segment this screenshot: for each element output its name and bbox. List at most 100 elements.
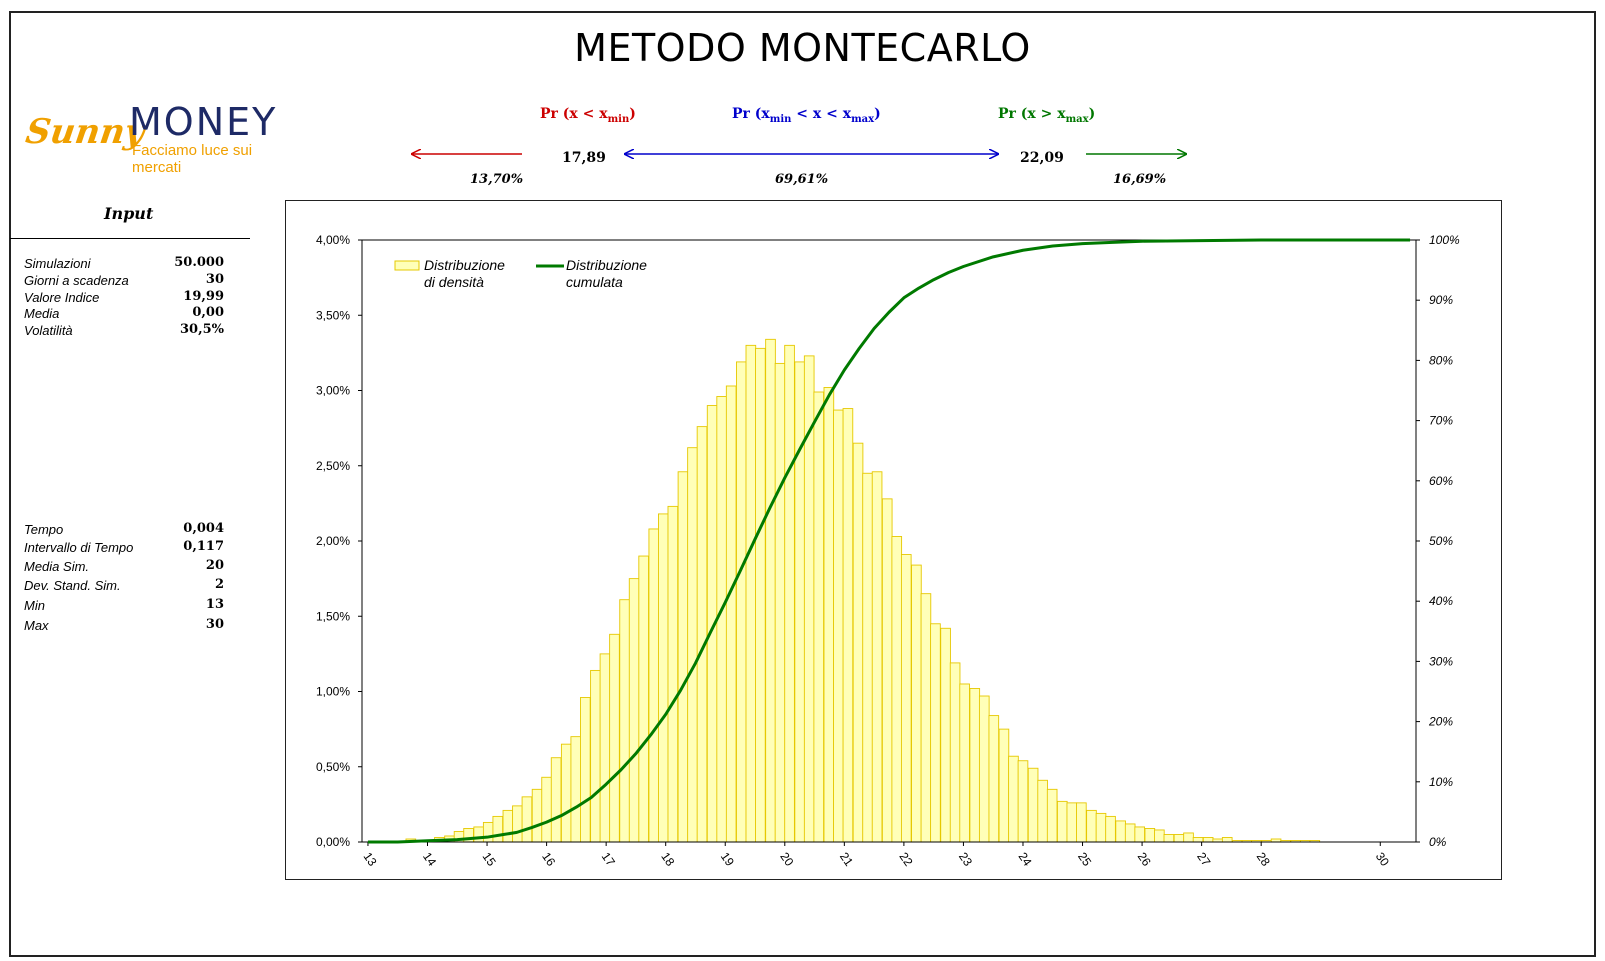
- density-bar: [1202, 837, 1214, 843]
- density-bar: [891, 536, 903, 843]
- density-bar: [521, 796, 533, 843]
- input-param-row: Valore Indice 19,99: [24, 289, 224, 307]
- logo-tagline: Facciamo luce sui mercati: [132, 142, 253, 176]
- input-param-label: Tempo: [24, 522, 64, 537]
- legend-cumulative-label: Distribuzione: [566, 257, 647, 273]
- density-bar: [988, 715, 1000, 843]
- input-param-row: Tempo 0,004: [24, 521, 224, 539]
- chart-frame: [285, 200, 1502, 880]
- density-bar: [1076, 802, 1087, 843]
- prob-mid-prefix: Pr (x: [732, 106, 770, 122]
- legend-density-swatch: [394, 260, 420, 271]
- density-bar: [736, 361, 747, 843]
- input-param-label: Simulazioni: [24, 256, 91, 271]
- prob-mid-label: Pr (xmin < x < xmax): [732, 106, 881, 125]
- density-bar: [755, 347, 766, 843]
- y2-tick-label: 70%: [1429, 414, 1453, 428]
- density-bar: [1095, 812, 1107, 843]
- x-tick-label: 17: [599, 850, 618, 869]
- y2-tick-label: 100%: [1429, 233, 1460, 247]
- density-bar: [823, 387, 835, 843]
- density-bar: [658, 513, 669, 843]
- y-tick-label: 0,00%: [316, 835, 350, 849]
- x-tick-label: 19: [718, 850, 737, 869]
- input-param-value: 0,004: [183, 521, 224, 536]
- prob-mid-middle: < x < x: [791, 106, 852, 122]
- input-param-label: Volatilità: [24, 323, 73, 338]
- input-param-row: Media Sim. 20: [24, 558, 224, 576]
- input-param-value: 30,5%: [179, 322, 224, 337]
- input-param-label: Min: [24, 598, 45, 613]
- input-param-value: 0,00: [192, 305, 224, 320]
- density-bar: [570, 736, 582, 843]
- input-param-value: 30: [205, 272, 224, 287]
- input-param-label: Intervallo di Tempo: [24, 540, 134, 555]
- input-param-value: 20: [205, 558, 224, 573]
- density-bar: [696, 426, 708, 843]
- input-param-row: Dev. Stand. Sim. 2: [24, 577, 224, 595]
- density-bar: [794, 361, 805, 843]
- y2-tick-label: 50%: [1429, 534, 1453, 548]
- legend-cumulative-label: cumulata: [566, 274, 623, 290]
- input-param-label: Dev. Stand. Sim.: [24, 578, 121, 593]
- density-bar: [1163, 834, 1175, 843]
- density-bar: [852, 442, 864, 843]
- x-tick-label: 21: [837, 850, 856, 869]
- input-param-label: Media Sim.: [24, 559, 90, 574]
- density-bar: [1066, 802, 1078, 843]
- density-bar: [900, 554, 912, 843]
- legend-density-label: di densità: [424, 274, 484, 290]
- density-bar: [1183, 832, 1194, 843]
- density-bar: [560, 743, 572, 843]
- prob-mid-sub2: max: [851, 113, 875, 125]
- density-bar: [1144, 828, 1156, 843]
- input-param-row: Max 30: [24, 617, 224, 635]
- density-bar: [1115, 820, 1126, 843]
- input-param-row: Intervallo di Tempo 0,117: [24, 539, 224, 557]
- density-bar: [1221, 837, 1233, 843]
- page-frame: [9, 11, 1596, 957]
- density-bar: [1008, 755, 1019, 843]
- density-bar: [1056, 800, 1068, 843]
- y-tick-label: 3,00%: [316, 384, 350, 398]
- density-bar: [1173, 834, 1185, 843]
- prob-left-label: Pr (x < xmin): [540, 106, 636, 125]
- density-bar: [638, 555, 649, 843]
- input-param-label: Valore Indice: [24, 290, 100, 305]
- density-bar: [1105, 815, 1116, 843]
- density-bar: [765, 338, 776, 843]
- prob-mid-sub1: min: [769, 113, 792, 125]
- input-param-row: Media 0,00: [24, 305, 224, 323]
- prob-right-prefix: Pr (x > x: [998, 106, 1066, 122]
- density-bar: [1046, 788, 1058, 843]
- density-bar: [833, 409, 844, 843]
- prob-mid-suffix: ): [874, 106, 881, 122]
- density-bar: [949, 662, 961, 843]
- density-bar: [920, 593, 932, 843]
- density-bar: [580, 697, 591, 843]
- density-bar: [667, 505, 679, 843]
- y-tick-label: 1,00%: [316, 685, 350, 699]
- input-title: Input: [104, 204, 154, 223]
- x-tick-label: 14: [420, 850, 439, 869]
- y-tick-label: 2,00%: [316, 534, 350, 548]
- density-bar: [687, 447, 698, 843]
- prob-mid-value: 69,61%: [775, 172, 829, 187]
- x-tick-label: 13: [360, 850, 379, 869]
- x-tick-label: 26: [1135, 850, 1154, 869]
- legend-density-label: Distribuzione: [424, 257, 505, 273]
- input-param-value: 19,99: [183, 289, 224, 304]
- density-bar: [725, 385, 737, 843]
- y2-tick-label: 40%: [1429, 594, 1453, 608]
- y-tick-label: 4,00%: [316, 233, 350, 247]
- page-title: METODO MONTECARLO: [574, 26, 1031, 70]
- density-bar: [745, 344, 757, 843]
- sunny-money-logo: Sunny MONEY Facciamo luce sui mercati: [23, 100, 284, 176]
- y2-tick-label: 30%: [1429, 654, 1453, 668]
- density-bar: [619, 599, 630, 843]
- x-tick-label: 27: [1194, 850, 1213, 869]
- density-bar: [512, 805, 523, 843]
- input-param-value: 50.000: [174, 255, 224, 270]
- density-bar: [1154, 829, 1165, 843]
